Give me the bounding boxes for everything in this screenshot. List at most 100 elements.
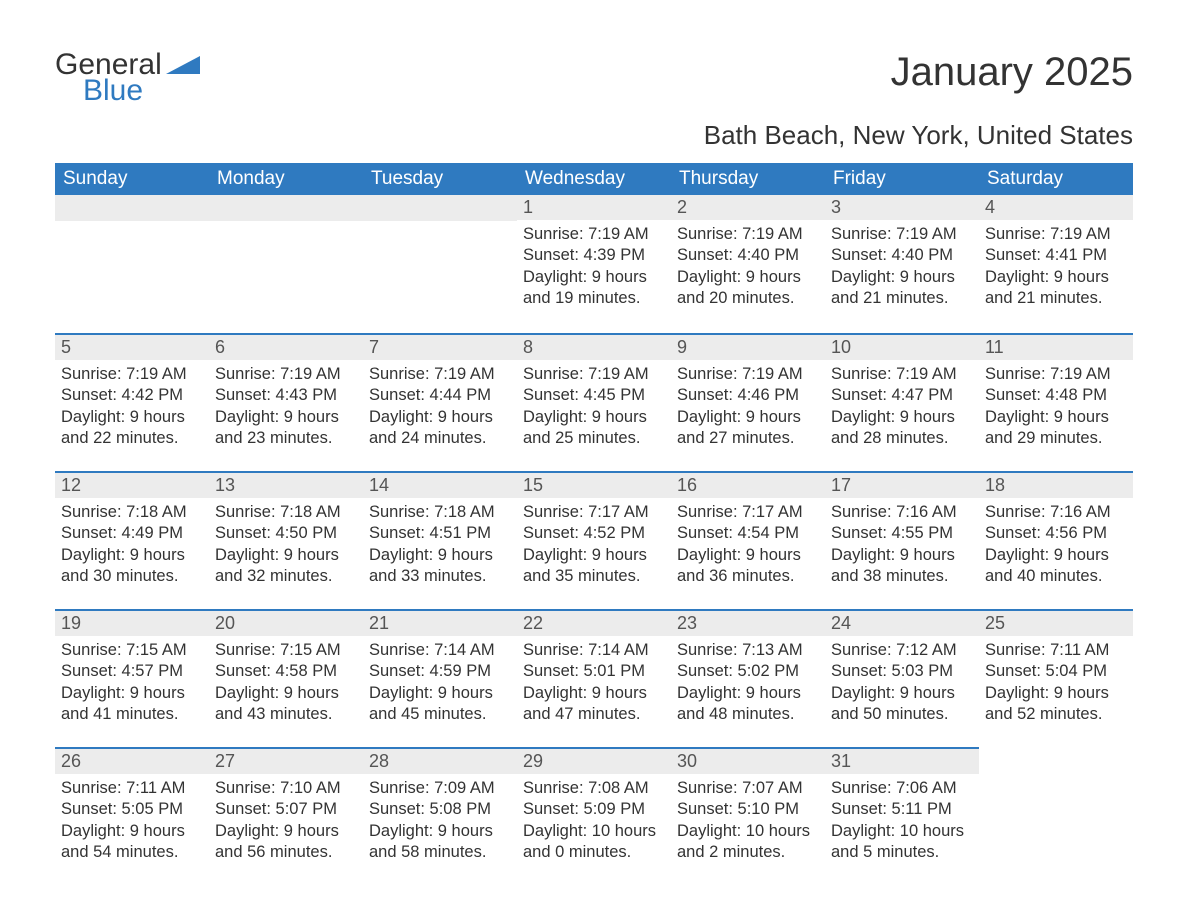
daylight-line-2: and 25 minutes. [523, 428, 665, 449]
calendar-day-cell: 2Sunrise: 7:19 AMSunset: 4:40 PMDaylight… [671, 195, 825, 333]
day-details: Sunrise: 7:15 AMSunset: 4:57 PMDaylight:… [55, 636, 209, 730]
sunrise-line: Sunrise: 7:19 AM [369, 364, 511, 385]
day-details: Sunrise: 7:16 AMSunset: 4:56 PMDaylight:… [979, 498, 1133, 592]
daylight-line-2: and 58 minutes. [369, 842, 511, 863]
weekday-header: Saturday [979, 163, 1133, 195]
calendar-day-cell: 14Sunrise: 7:18 AMSunset: 4:51 PMDayligh… [363, 471, 517, 609]
day-details: Sunrise: 7:12 AMSunset: 5:03 PMDaylight:… [825, 636, 979, 730]
sunset-line: Sunset: 4:45 PM [523, 385, 665, 406]
day-number: 19 [55, 609, 209, 636]
calendar-day-cell: 6Sunrise: 7:19 AMSunset: 4:43 PMDaylight… [209, 333, 363, 471]
weekday-header: Tuesday [363, 163, 517, 195]
day-number: 30 [671, 747, 825, 774]
daylight-line-1: Daylight: 9 hours [677, 545, 819, 566]
day-details: Sunrise: 7:19 AMSunset: 4:46 PMDaylight:… [671, 360, 825, 454]
calendar-week-row: 1Sunrise: 7:19 AMSunset: 4:39 PMDaylight… [55, 195, 1133, 333]
daylight-line-1: Daylight: 9 hours [985, 683, 1127, 704]
logo: General Blue [55, 50, 200, 106]
calendar-empty-cell [55, 195, 209, 333]
sunrise-line: Sunrise: 7:17 AM [677, 502, 819, 523]
day-number: 7 [363, 333, 517, 360]
sunrise-line: Sunrise: 7:15 AM [215, 640, 357, 661]
daylight-line-1: Daylight: 9 hours [677, 683, 819, 704]
sunrise-line: Sunrise: 7:19 AM [985, 364, 1127, 385]
sunrise-line: Sunrise: 7:14 AM [369, 640, 511, 661]
day-number: 13 [209, 471, 363, 498]
calendar-day-cell: 7 Sunrise: 7:19 AMSunset: 4:44 PMDaylight… [363, 333, 517, 471]
day-number: 5 [55, 333, 209, 360]
sunset-line: Sunset: 4:46 PM [677, 385, 819, 406]
daylight-line-2: and 47 minutes. [523, 704, 665, 725]
day-number: 4 [979, 195, 1133, 220]
sunset-line: Sunset: 5:07 PM [215, 799, 357, 820]
weekday-header: Thursday [671, 163, 825, 195]
sunrise-line: Sunrise: 7:19 AM [985, 224, 1127, 245]
sunrise-line: Sunrise: 7:19 AM [61, 364, 203, 385]
daylight-line-2: and 41 minutes. [61, 704, 203, 725]
weekday-header-row: Sunday Monday Tuesday Wednesday Thursday… [55, 163, 1133, 195]
sunrise-line: Sunrise: 7:06 AM [831, 778, 973, 799]
calendar-day-cell: 5Sunrise: 7:19 AMSunset: 4:42 PMDaylight… [55, 333, 209, 471]
sunrise-line: Sunrise: 7:16 AM [985, 502, 1127, 523]
sunrise-line: Sunrise: 7:08 AM [523, 778, 665, 799]
calendar-empty-cell [209, 195, 363, 333]
daylight-line-1: Daylight: 9 hours [369, 683, 511, 704]
sunrise-line: Sunrise: 7:16 AM [831, 502, 973, 523]
calendar-day-cell: 16Sunrise: 7:17 AMSunset: 4:54 PMDayligh… [671, 471, 825, 609]
day-number: 20 [209, 609, 363, 636]
sunrise-line: Sunrise: 7:12 AM [831, 640, 973, 661]
daylight-line-1: Daylight: 9 hours [985, 545, 1127, 566]
calendar-day-cell: 15Sunrise: 7:17 AMSunset: 4:52 PMDayligh… [517, 471, 671, 609]
sunrise-line: Sunrise: 7:19 AM [831, 364, 973, 385]
day-details: Sunrise: 7:09 AMSunset: 5:08 PMDaylight:… [363, 774, 517, 868]
daylight-line-1: Daylight: 9 hours [985, 407, 1127, 428]
calendar-day-cell: 9Sunrise: 7:19 AMSunset: 4:46 PMDaylight… [671, 333, 825, 471]
sunset-line: Sunset: 4:59 PM [369, 661, 511, 682]
day-number: 8 [517, 333, 671, 360]
day-number: 1 [517, 195, 671, 220]
day-details: Sunrise: 7:19 AMSunset: 4:48 PMDaylight:… [979, 360, 1133, 454]
day-details: Sunrise: 7:10 AMSunset: 5:07 PMDaylight:… [209, 774, 363, 868]
day-details: Sunrise: 7:17 AMSunset: 4:52 PMDaylight:… [517, 498, 671, 592]
day-details: Sunrise: 7:19 AMSunset: 4:47 PMDaylight:… [825, 360, 979, 454]
sunset-line: Sunset: 5:04 PM [985, 661, 1127, 682]
sunset-line: Sunset: 4:44 PM [369, 385, 511, 406]
sunrise-line: Sunrise: 7:14 AM [523, 640, 665, 661]
calendar-day-cell: 3Sunrise: 7:19 AMSunset: 4:40 PMDaylight… [825, 195, 979, 333]
sunset-line: Sunset: 4:41 PM [985, 245, 1127, 266]
sunrise-line: Sunrise: 7:19 AM [523, 364, 665, 385]
daylight-line-2: and 21 minutes. [831, 288, 973, 309]
sunset-line: Sunset: 4:51 PM [369, 523, 511, 544]
page-title: January 2025 [891, 50, 1133, 95]
calendar-day-cell: 31Sunrise: 7:06 AMSunset: 5:11 PMDayligh… [825, 747, 979, 885]
day-details: Sunrise: 7:19 AMSunset: 4:43 PMDaylight:… [209, 360, 363, 454]
daylight-line-1: Daylight: 9 hours [369, 407, 511, 428]
sunset-line: Sunset: 4:40 PM [831, 245, 973, 266]
daylight-line-2: and 50 minutes. [831, 704, 973, 725]
sunrise-line: Sunrise: 7:18 AM [61, 502, 203, 523]
daylight-line-2: and 33 minutes. [369, 566, 511, 587]
sunset-line: Sunset: 4:52 PM [523, 523, 665, 544]
daylight-line-1: Daylight: 9 hours [677, 267, 819, 288]
weekday-header: Monday [209, 163, 363, 195]
logo-triangle-icon [166, 50, 200, 80]
daylight-line-1: Daylight: 9 hours [61, 545, 203, 566]
daylight-line-2: and 45 minutes. [369, 704, 511, 725]
day-details: Sunrise: 7:08 AMSunset: 5:09 PMDaylight:… [517, 774, 671, 868]
day-number: 17 [825, 471, 979, 498]
daylight-line-1: Daylight: 9 hours [831, 267, 973, 288]
daylight-line-1: Daylight: 9 hours [369, 821, 511, 842]
day-number: 29 [517, 747, 671, 774]
calendar-day-cell: 4Sunrise: 7:19 AMSunset: 4:41 PMDaylight… [979, 195, 1133, 333]
sunrise-line: Sunrise: 7:15 AM [61, 640, 203, 661]
day-number: 6 [209, 333, 363, 360]
sunrise-line: Sunrise: 7:19 AM [677, 364, 819, 385]
day-details: Sunrise: 7:19 AMSunset: 4:42 PMDaylight:… [55, 360, 209, 454]
calendar-table: Sunday Monday Tuesday Wednesday Thursday… [55, 163, 1133, 885]
sunrise-line: Sunrise: 7:11 AM [985, 640, 1127, 661]
daylight-line-2: and 48 minutes. [677, 704, 819, 725]
calendar-body: 1Sunrise: 7:19 AMSunset: 4:39 PMDaylight… [55, 195, 1133, 885]
day-details: Sunrise: 7:14 AMSunset: 5:01 PMDaylight:… [517, 636, 671, 730]
sunset-line: Sunset: 4:43 PM [215, 385, 357, 406]
daylight-line-2: and 19 minutes. [523, 288, 665, 309]
